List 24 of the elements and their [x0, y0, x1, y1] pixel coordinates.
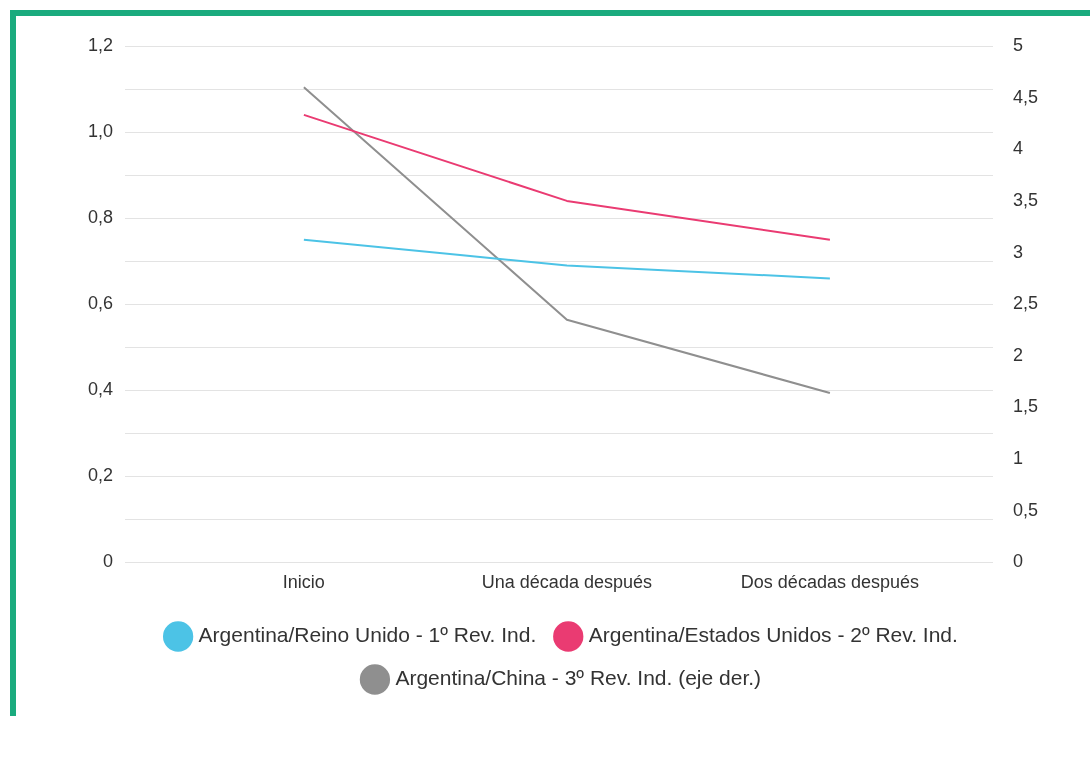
x-tick-label: Una década después — [481, 572, 652, 593]
y-tick-label: 1,0 — [87, 121, 114, 142]
y2-tick-label: 2 — [1012, 344, 1023, 365]
y-tick-label: 1,2 — [87, 34, 114, 55]
y2-tick-label: 0,5 — [1012, 499, 1039, 520]
y2-tick-label: 1,5 — [1012, 396, 1039, 417]
legend-label: Argentina/Reino Unido - 1º Rev. Ind. — [198, 623, 537, 647]
y2-tick-label: 0 — [1012, 551, 1023, 572]
y2-tick-label: 2,5 — [1012, 293, 1039, 314]
y-tick-label: 0 — [103, 551, 114, 572]
y2-tick-label: 5 — [1012, 34, 1023, 55]
y-tick-label: 0,4 — [87, 379, 114, 400]
legend-label: Argentina/Estados Unidos - 2º Rev. Ind. — [588, 623, 958, 647]
y-tick-label: 0,2 — [87, 465, 114, 486]
y-tick-label: 0,6 — [87, 293, 114, 314]
y2-tick-label: 4 — [1012, 138, 1023, 159]
x-tick-label: Dos décadas después — [740, 572, 919, 593]
y2-tick-label: 3,5 — [1012, 189, 1039, 210]
legend-label: Argentina/China - 3º Rev. Ind. (eje der.) — [395, 666, 762, 690]
x-tick-label: Inicio — [282, 572, 325, 593]
y2-tick-label: 1 — [1012, 448, 1023, 469]
y2-tick-label: 4,5 — [1012, 86, 1039, 107]
y-tick-label: 0,8 — [87, 207, 114, 228]
y2-tick-label: 3 — [1012, 241, 1023, 262]
